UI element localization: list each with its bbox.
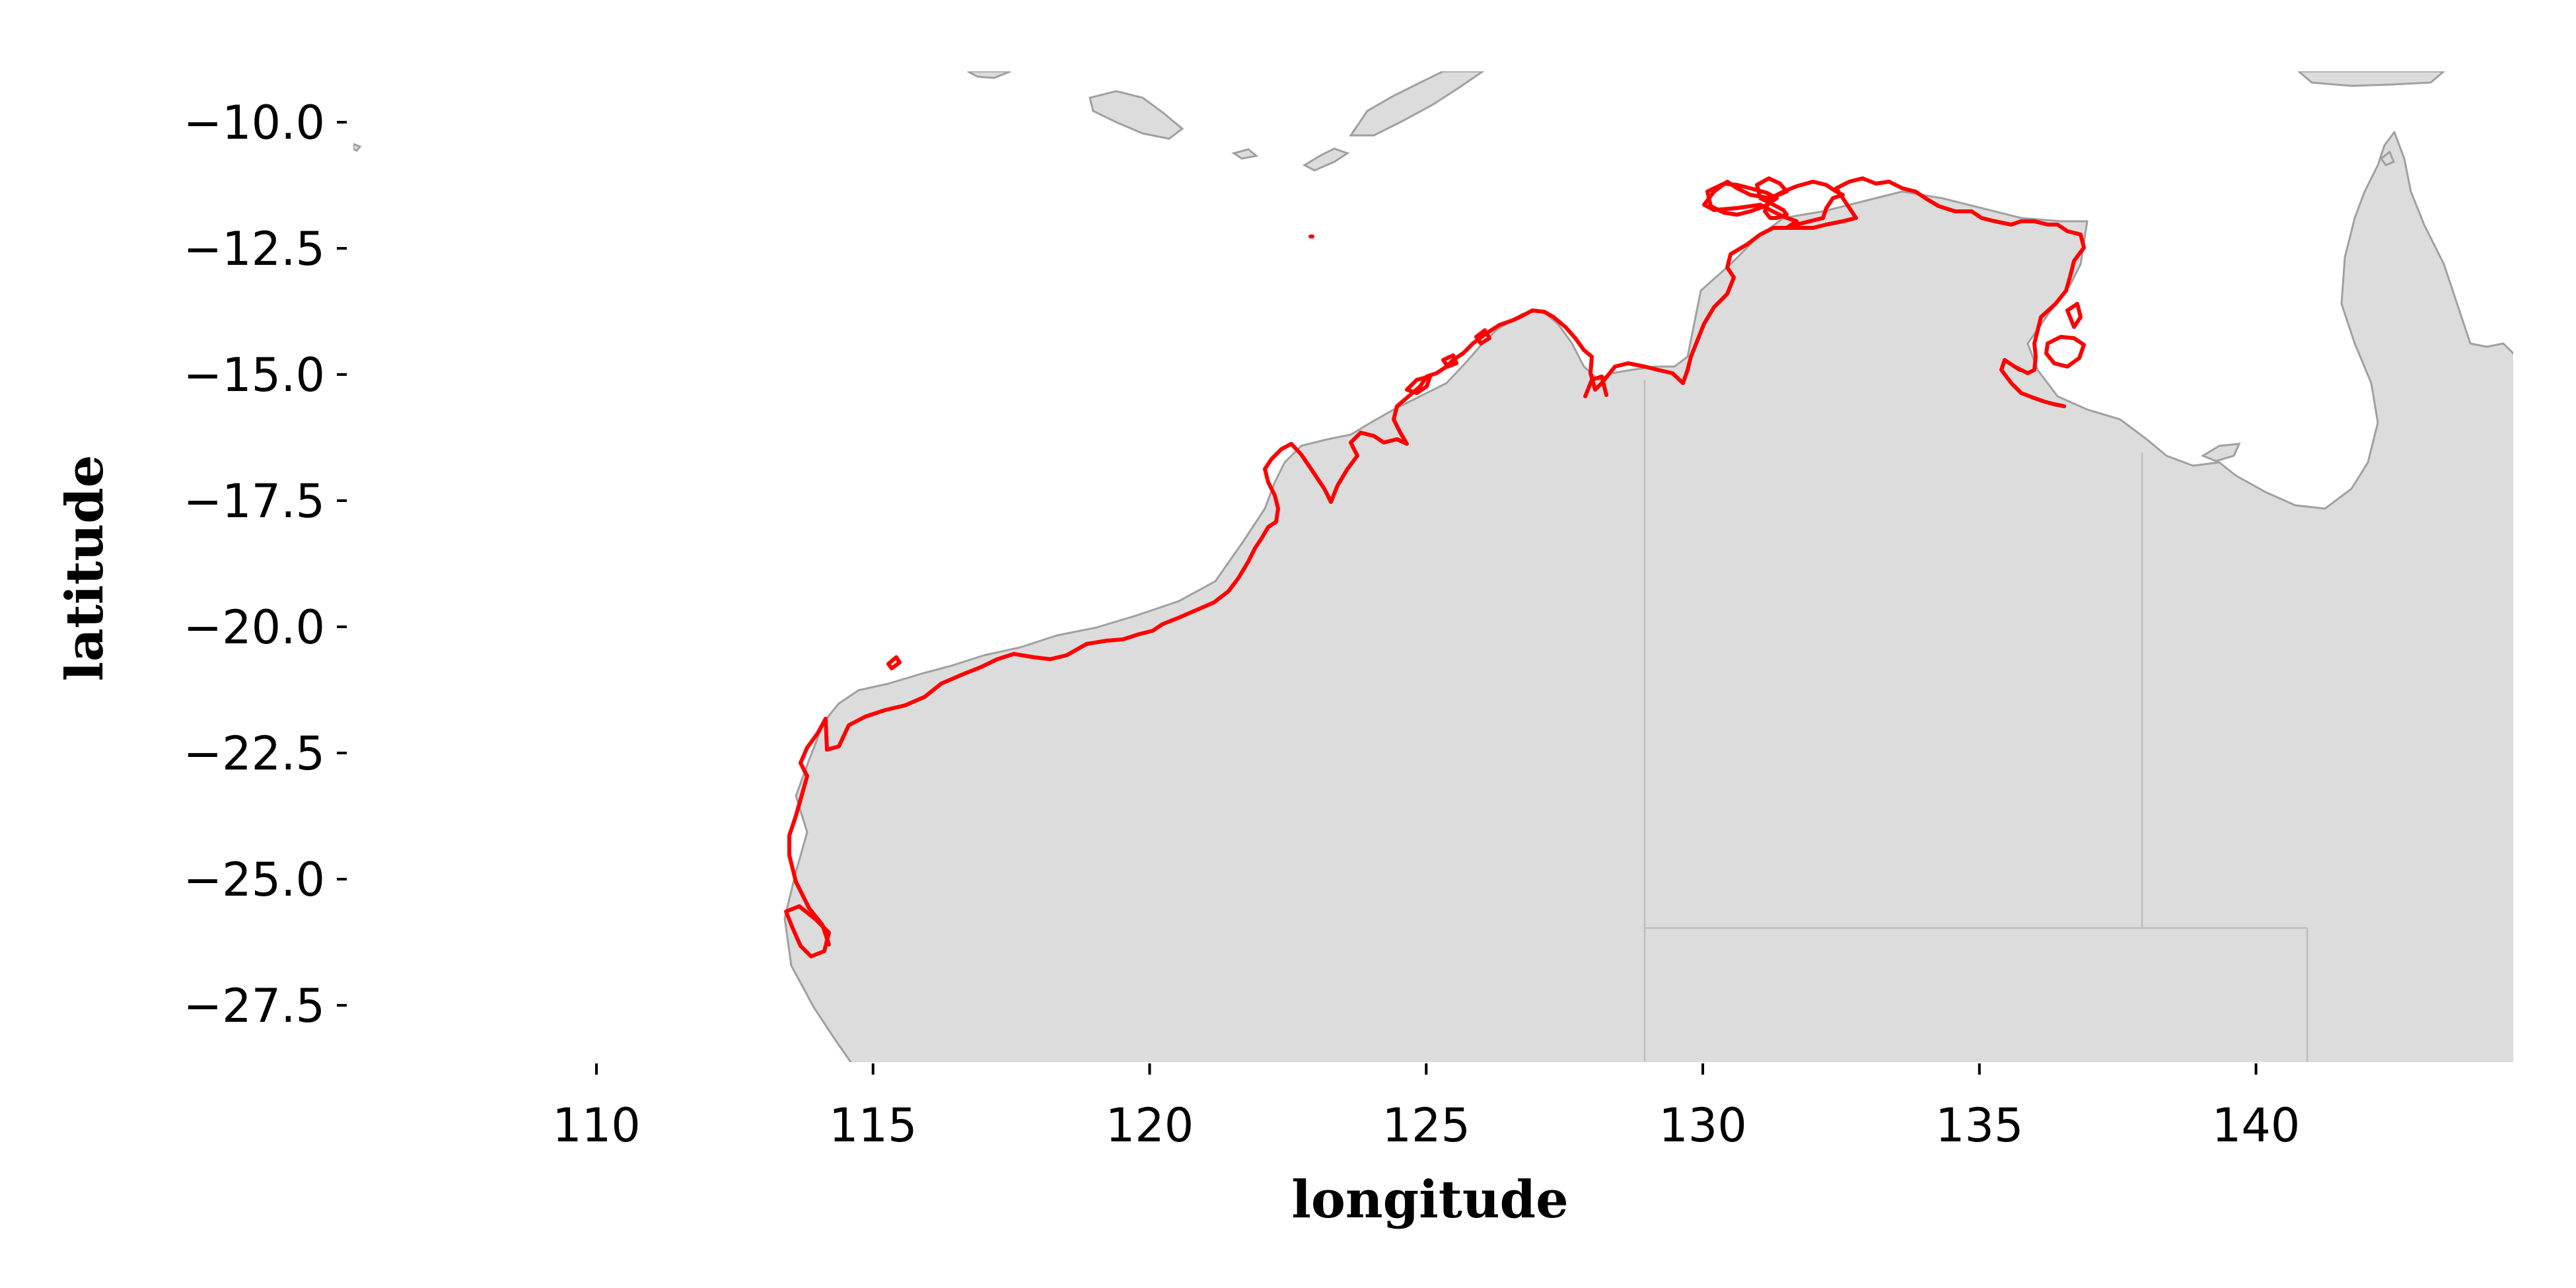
x-tick-label: 110: [552, 1098, 641, 1153]
australia-mainland: [783, 131, 2513, 1062]
x-tick-label: 130: [1659, 1098, 1747, 1153]
x-axis: 110 115 120 125 130 135 140: [552, 1063, 2300, 1153]
x-tick-label: 120: [1106, 1098, 1194, 1153]
highlighted-coastline-loop-1: [1705, 182, 1779, 217]
groote-island: [2200, 443, 2241, 462]
highlighted-coastline-islet-3: [2013, 365, 2022, 372]
y-axis: −10.0 −12.5 −15.0 −17.5 −20.0 −22.5 −25.0 −27.5: [183, 96, 347, 1033]
y-tick-label: −10.0: [183, 96, 325, 150]
timor-island: [1349, 71, 1485, 137]
highlighted-coastline-bonaparte: [1583, 375, 1608, 398]
small-island-3: [1231, 148, 1259, 160]
y-tick-label: −15.0: [183, 348, 325, 402]
y-tick-label: −25.0: [183, 853, 325, 907]
new-guinea-fragment: [2297, 71, 2445, 87]
y-tick-label: −20.0: [183, 600, 325, 655]
x-tick-label: 115: [829, 1098, 917, 1153]
highlighted-coastline-kimberley-islands: [1405, 328, 1491, 395]
highlighted-coastline-shark-bay: [784, 904, 831, 958]
y-tick-label: −17.5: [183, 474, 325, 528]
highlighted-coastline-loop-3: [2065, 302, 2083, 329]
y-tick-label: −27.5: [183, 979, 325, 1033]
highlighted-coastline-islet-1: [886, 655, 902, 670]
y-tick-label: −22.5: [183, 727, 325, 781]
y-tick-label: −12.5: [183, 222, 325, 276]
x-tick-label: 135: [1935, 1098, 2024, 1153]
small-island-1: [1302, 147, 1350, 172]
y-axis-title: latitude: [55, 455, 115, 682]
x-axis-title: longitude: [1291, 1170, 1568, 1230]
west-edge-island: [353, 143, 362, 152]
cape-york-islet: [2379, 150, 2395, 166]
highlighted-coastline: [787, 176, 2086, 947]
sumba-island: [1089, 90, 1184, 140]
x-tick-label: 140: [2212, 1098, 2301, 1153]
map-area: [353, 71, 2513, 1062]
x-tick-label: 125: [1382, 1098, 1470, 1153]
highlighted-coastline-loop-2: [2044, 335, 2086, 369]
small-island-2: [967, 71, 1011, 79]
